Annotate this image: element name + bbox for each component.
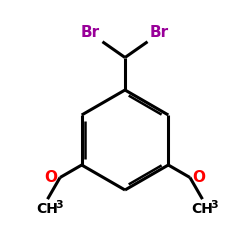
Text: Br: Br — [150, 25, 169, 40]
Text: Br: Br — [81, 25, 100, 40]
Text: 3: 3 — [55, 200, 63, 210]
Text: CH: CH — [36, 202, 59, 216]
Text: O: O — [44, 170, 58, 185]
Text: 3: 3 — [210, 200, 218, 210]
Text: O: O — [192, 170, 205, 185]
Text: CH: CH — [192, 202, 214, 216]
